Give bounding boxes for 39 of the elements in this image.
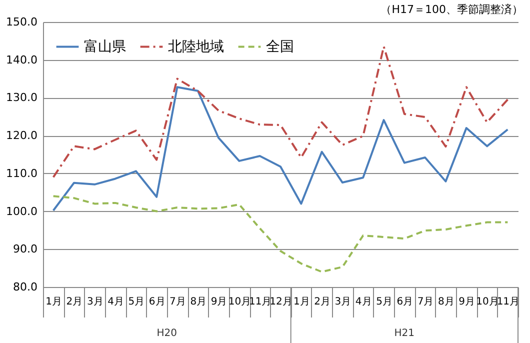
x-tick-label: 7月: [417, 296, 434, 308]
legend-label: 北陸地域: [168, 38, 224, 55]
x-tick-label: 8月: [438, 296, 454, 308]
y-tick-label: 150.0: [6, 16, 38, 28]
x-tick-label: 1月: [293, 296, 310, 308]
x-tick-label: 12月: [270, 296, 292, 308]
x-tick-label: 10月: [228, 296, 252, 308]
x-tick-label: 6月: [148, 296, 166, 308]
text: H21: [394, 328, 415, 339]
y-tick-label: 140.0: [6, 53, 38, 66]
y-tick-label: 130.0: [6, 91, 38, 104]
y-tick-label: 80.0: [13, 280, 38, 294]
x-tick-label: 10月: [476, 296, 499, 308]
y-tick-label: 120.0: [6, 129, 38, 142]
x-tick-label: 9月: [458, 296, 476, 308]
y-tick-label: 100.0: [6, 204, 38, 218]
x-tick-label: 5月: [376, 296, 392, 308]
x-tick-label: 2月: [66, 296, 83, 308]
x-tick-label: 5月: [128, 296, 145, 308]
line-series: [52, 195, 509, 273]
text: H20: [156, 328, 178, 339]
y-tick-label: 90.0: [13, 242, 38, 256]
x-tick-label: 1月: [46, 296, 62, 308]
line-series: [52, 86, 509, 212]
x-tick-label: 2月: [314, 296, 330, 308]
x-tick-label: 3月: [334, 296, 352, 308]
x-tick-label: 11月: [248, 296, 272, 308]
x-tick-label: 11月: [496, 296, 520, 308]
legend-label: 全国: [266, 38, 294, 55]
x-tick-label: 7月: [170, 296, 186, 308]
x-tick-label: 3月: [86, 296, 104, 308]
x-tick-label: 4月: [108, 296, 124, 308]
text: （H17＝100、季節調整済）: [380, 3, 523, 16]
x-tick-label: 9月: [210, 296, 228, 308]
x-tick-label: 8月: [190, 296, 207, 308]
legend-label: 富山県: [84, 38, 126, 55]
y-tick-label: 110.0: [6, 166, 38, 180]
x-tick-label: 4月: [355, 296, 372, 308]
x-tick-label: 6月: [396, 296, 414, 308]
